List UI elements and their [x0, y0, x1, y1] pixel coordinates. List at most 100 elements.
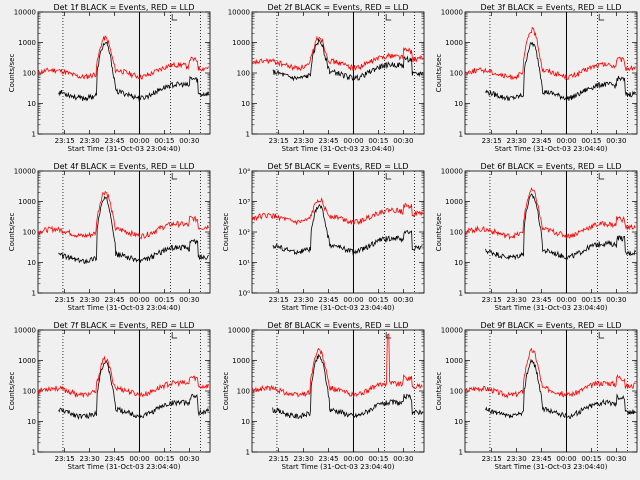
y-tick-label: 1 — [459, 449, 463, 457]
panel-8: Det 8f BLACK = Events, RED = LLD 1 10 100 10… — [222, 321, 425, 471]
y-tick-label: 10000 — [14, 168, 36, 176]
x-tick-label: 23:30 — [507, 137, 527, 145]
bracket-mark — [171, 14, 178, 21]
y-tick-label: 1000 — [232, 39, 250, 47]
x-tick-label: 00:15 — [368, 296, 388, 304]
series-lld-line — [251, 197, 423, 226]
series-events-line — [272, 38, 423, 82]
y-tick-label: 10 — [27, 418, 36, 426]
y-axis-label: Counts/sec — [8, 54, 16, 93]
x-tick-label: 23:15 — [269, 137, 289, 145]
y-tick-label: 10000 — [228, 327, 250, 335]
x-axis-label: Start Time (31-Oct-03 23:04:40) — [282, 463, 395, 471]
x-tick-label: 00:15 — [368, 137, 388, 145]
y-tick-label: 10 — [27, 100, 36, 108]
x-tick-label: 00:00 — [129, 296, 149, 304]
x-tick-label: 23:15 — [482, 455, 502, 463]
x-tick-label: 23:45 — [531, 455, 551, 463]
x-axis-label: Start Time (31-Oct-03 23:04:40) — [495, 463, 608, 471]
x-tick-label: 00:15 — [581, 137, 601, 145]
x-tick-label: 23:30 — [294, 296, 314, 304]
bracket-mark — [385, 14, 392, 21]
y-tick-label: 10² — [238, 229, 250, 237]
y-tick-label: 10 — [241, 100, 250, 108]
y-tick-label: 10000 — [14, 9, 36, 17]
panel-3: Det 3f BLACK = Events, RED = LLD 1 10 100 10… — [435, 3, 638, 153]
y-tick-label: 10⁴ — [238, 168, 250, 176]
y-axis-label: Counts/sec — [8, 213, 16, 252]
panel-title: Det 4f BLACK = Events, RED = LLD — [53, 162, 194, 171]
x-tick-label: 00:00 — [343, 455, 363, 463]
y-tick-label: 10000 — [14, 327, 36, 335]
panel-title: Det 1f BLACK = Events, RED = LLD — [53, 3, 194, 12]
y-tick-label: 100 — [450, 70, 463, 78]
plot-frame — [251, 170, 425, 294]
x-tick-label: 00:00 — [129, 137, 149, 145]
x-tick-label: 23:15 — [482, 137, 502, 145]
y-tick-label: 10³ — [238, 198, 250, 206]
y-tick-label: 1 — [32, 131, 36, 139]
panel-title: Det 5f BLACK = Events, RED = LLD — [267, 162, 408, 171]
x-tick-label: 00:15 — [581, 455, 601, 463]
series-events-line — [272, 204, 423, 256]
series-lld-line — [37, 35, 209, 80]
bracket-mark — [171, 332, 178, 339]
x-tick-label: 23:30 — [80, 137, 100, 145]
y-axis-label: Counts/sec — [222, 372, 230, 411]
x-tick-label: 23:45 — [318, 137, 338, 145]
panel-6: Det 6f BLACK = Events, RED = LLD 1 10 100 10… — [435, 162, 638, 312]
x-tick-label: 00:15 — [581, 296, 601, 304]
y-tick-label: 10000 — [228, 9, 250, 17]
x-tick-label: 23:45 — [104, 137, 124, 145]
y-tick-label: 1 — [459, 131, 463, 139]
x-tick-label: 23:15 — [55, 296, 75, 304]
series-lld-line — [464, 186, 636, 241]
panel-7: Det 7f BLACK = Events, RED = LLD 1 10 100 10… — [8, 321, 211, 471]
y-tick-label: 10000 — [441, 168, 463, 176]
x-tick-label: 00:15 — [368, 455, 388, 463]
x-tick-label: 00:30 — [179, 137, 199, 145]
x-tick-label: 00:30 — [393, 137, 413, 145]
x-tick-label: 23:15 — [55, 455, 75, 463]
panel-9: Det 9f BLACK = Events, RED = LLD 1 10 100 10… — [435, 321, 638, 471]
y-tick-label: 10 — [454, 418, 463, 426]
x-tick-label: 00:30 — [606, 137, 626, 145]
x-tick-label: 00:00 — [129, 455, 149, 463]
x-tick-label: 23:45 — [531, 137, 551, 145]
x-tick-label: 00:15 — [154, 137, 174, 145]
x-tick-label: 23:45 — [318, 455, 338, 463]
y-tick-label: 100 — [23, 229, 36, 237]
x-tick-label: 23:15 — [269, 455, 289, 463]
y-tick-label: 100 — [23, 70, 36, 78]
bracket-mark — [598, 173, 605, 180]
x-axis-label: Start Time (31-Oct-03 23:04:40) — [68, 145, 181, 153]
panel-title: Det 2f BLACK = Events, RED = LLD — [267, 3, 408, 12]
x-tick-label: 23:45 — [318, 296, 338, 304]
x-tick-label: 00:00 — [556, 137, 576, 145]
x-tick-label: 00:30 — [179, 296, 199, 304]
series-events-line — [485, 358, 636, 420]
panel-4: Det 4f BLACK = Events, RED = LLD 1 10 100 10… — [8, 162, 211, 312]
panel-title: Det 3f BLACK = Events, RED = LLD — [480, 3, 621, 12]
series-events-line — [485, 193, 636, 261]
bracket-mark — [598, 14, 605, 21]
x-tick-label: 00:15 — [154, 455, 174, 463]
y-tick-label: 100 — [23, 388, 36, 396]
x-tick-label: 23:30 — [80, 455, 100, 463]
x-axis-label: Start Time (31-Oct-03 23:04:40) — [282, 304, 395, 312]
y-tick-label: 1000 — [18, 198, 36, 206]
x-tick-label: 23:30 — [507, 455, 527, 463]
y-tick-label: 10000 — [441, 327, 463, 335]
panel-title: Det 8f BLACK = Events, RED = LLD — [267, 321, 408, 330]
y-tick-label: 10⁰ — [238, 290, 250, 298]
panel-title: Det 7f BLACK = Events, RED = LLD — [53, 321, 194, 330]
series-lld-line — [251, 333, 423, 399]
y-tick-label: 1000 — [445, 357, 463, 365]
y-tick-label: 1000 — [445, 198, 463, 206]
y-axis-label: Counts/sec — [8, 372, 16, 411]
y-tick-label: 100 — [450, 229, 463, 237]
panel-5: Det 5f BLACK = Events, RED = LLD 10⁰ 10¹ 10… — [222, 162, 425, 312]
x-axis-label: Start Time (31-Oct-03 23:04:40) — [495, 145, 608, 153]
series-events-line — [58, 42, 209, 102]
y-tick-label: 1000 — [18, 39, 36, 47]
